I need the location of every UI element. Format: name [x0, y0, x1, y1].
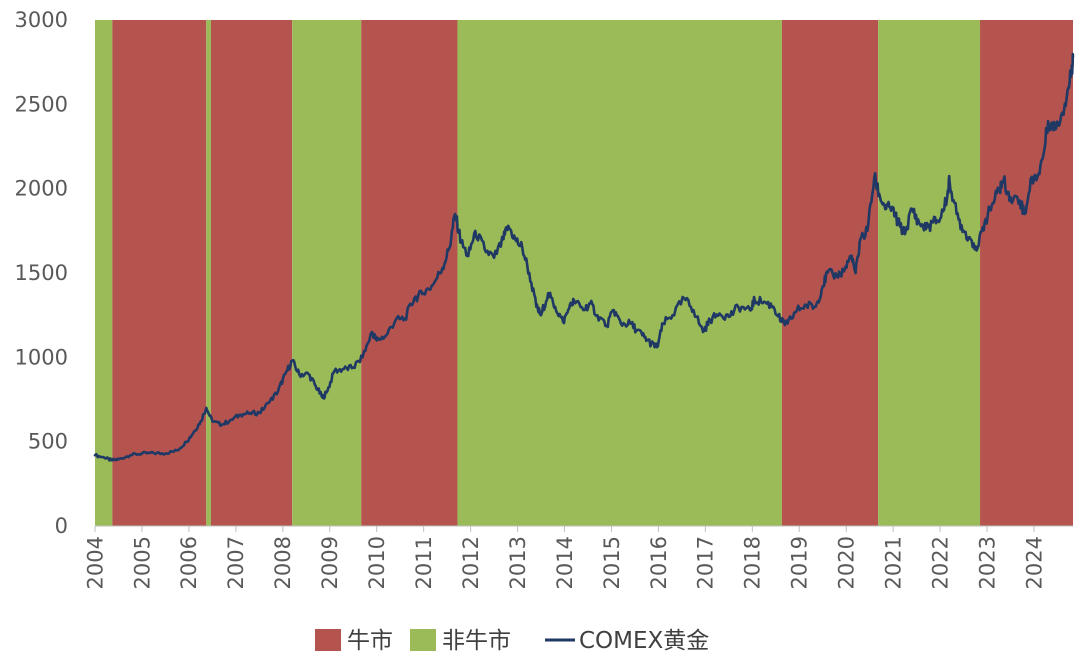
x-tick-label: 2009	[318, 536, 342, 589]
x-tick-label: 2006	[177, 536, 201, 589]
y-tick-label: 3000	[15, 8, 68, 32]
x-tick-label: 2008	[271, 536, 295, 589]
x-tick-label: 2022	[928, 536, 952, 589]
axes: 0 500 1000 1500 2000 2500 3000 2004 2005 2006 2007…	[15, 8, 1073, 589]
y-tick-label: 2500	[15, 92, 68, 116]
legend: 牛市 非牛市 COMEX黄金	[315, 628, 709, 654]
regime-band-9	[980, 20, 1073, 526]
x-tick-label: 2020	[835, 536, 859, 589]
regime-bands	[95, 20, 1073, 526]
gold-price-line-layer	[93, 52, 1075, 462]
y-tick-label: 1500	[15, 261, 68, 285]
regime-band-3	[210, 20, 293, 526]
y-tick-label: 0	[55, 514, 68, 538]
x-tick-label: 2024	[1022, 536, 1046, 589]
x-tick-label: 2012	[459, 536, 483, 589]
x-tick-label: 2013	[506, 536, 530, 589]
x-tick-label: 2018	[741, 536, 765, 589]
y-tick-label: 1000	[15, 345, 68, 369]
y-tick-label: 500	[28, 430, 68, 454]
x-tick-label: 2015	[600, 536, 624, 589]
legend-label-2: COMEX黄金	[579, 628, 709, 654]
x-tick-label: 2010	[365, 536, 389, 589]
regime-band-6	[457, 20, 782, 526]
x-tick-label: 2007	[224, 536, 248, 589]
x-tick-label: 2016	[647, 536, 671, 589]
regime-band-5	[361, 20, 458, 526]
x-tick-label: 2017	[694, 536, 718, 589]
x-tick-label: 2021	[882, 536, 906, 589]
x-tick-label: 2004	[83, 536, 107, 589]
regime-band-2	[206, 20, 211, 526]
x-tick-label: 2019	[788, 536, 812, 589]
regime-band-4	[292, 20, 362, 526]
legend-swatch-1	[410, 629, 436, 651]
x-tick-label: 2023	[975, 536, 999, 589]
regime-band-8	[878, 20, 981, 526]
regime-band-7	[781, 20, 879, 526]
legend-label-0: 牛市	[347, 628, 393, 654]
regime-band-1	[112, 20, 207, 526]
x-tick-label: 2005	[130, 536, 154, 589]
x-tick-label: 2014	[553, 536, 577, 589]
regime-band-0	[95, 20, 113, 526]
x-tick-label: 2011	[412, 536, 436, 589]
legend-label-1: 非牛市	[442, 628, 511, 654]
y-tick-label: 2000	[15, 177, 68, 201]
gold-price-line	[93, 52, 1075, 462]
legend-swatch-0	[315, 629, 341, 651]
